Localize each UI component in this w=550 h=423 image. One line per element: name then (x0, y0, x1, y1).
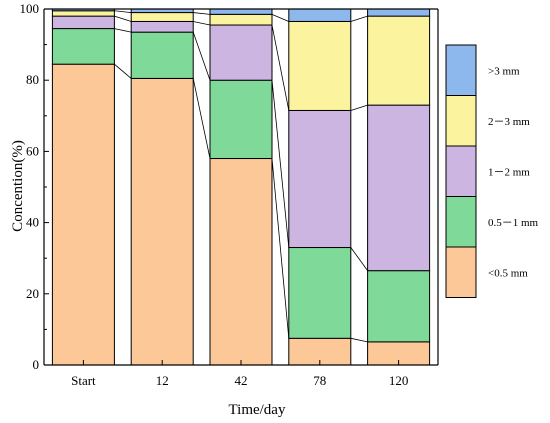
legend-swatch-3 (445, 145, 477, 197)
bar-segment-4-3 (209, 13, 273, 26)
x-tick-label: Start (71, 373, 96, 388)
bar-segment-2-3 (209, 79, 273, 160)
x-tick-label: 12 (156, 373, 169, 388)
bar-segment-3-5 (367, 104, 431, 272)
x-tick-labels: Start 12 42 78 120 (71, 373, 408, 388)
bar-segment-2-1 (51, 28, 115, 65)
y-axis-label: Concention(%) (10, 140, 26, 232)
axes-group (43, 8, 439, 366)
connector-line (271, 13, 289, 22)
connector-line (193, 21, 211, 26)
bar-segment-4-2 (130, 12, 194, 22)
connector-lines (114, 8, 368, 343)
legend-swatch-4 (445, 95, 477, 147)
connector-line (350, 337, 368, 343)
connector-line (114, 28, 132, 33)
legend-label-5: >3 mm (488, 65, 520, 77)
connector-line (114, 15, 132, 22)
bar-segment-5-5 (367, 8, 431, 17)
connector-line (114, 10, 132, 13)
connector-line (271, 158, 290, 339)
x-tick-label: 120 (389, 373, 409, 388)
legend-label-1: <0.5 mm (488, 267, 528, 279)
legend-swatch-5 (445, 44, 477, 96)
bar-segment-4-5 (367, 15, 431, 106)
y-tick-label: 20 (26, 286, 39, 301)
legend-label-2: 0.5－1 mm (488, 217, 539, 229)
connector-line (192, 78, 211, 159)
bar-segment-1-1 (51, 63, 115, 366)
bar-segment-3-1 (51, 15, 115, 30)
bar-segment-2-4 (288, 247, 352, 339)
bar-segment-4-1 (51, 10, 115, 17)
x-tick-label: 42 (235, 373, 248, 388)
y-tick-label: 60 (26, 143, 39, 158)
bar-segment-5-3 (209, 8, 273, 15)
bar-segment-1-2 (130, 77, 194, 366)
connector-line (350, 104, 368, 111)
y-tick-label: 40 (26, 215, 39, 230)
x-axis-label: Time/day (229, 402, 286, 418)
connector-line (350, 247, 368, 271)
bar-segment-3-3 (209, 24, 273, 81)
legend-label-4: 2－3 mm (488, 116, 530, 128)
y-tick-label: 100 (20, 1, 40, 16)
connector-line (271, 24, 290, 111)
x-tick-label: 78 (313, 373, 326, 388)
y-tick-label: 0 (33, 357, 40, 372)
connector-line (271, 80, 290, 248)
y-tick-label: 80 (26, 72, 39, 87)
bar-segment-1-3 (209, 158, 273, 366)
bar-segment-2-5 (367, 270, 431, 343)
y-tick-labels: 0 20 40 60 80 100 (20, 1, 40, 372)
bar-segment-3-4 (288, 109, 352, 249)
connector-line (193, 12, 211, 15)
bar-segment-4-4 (288, 20, 352, 111)
legend: >3 mm 2－3 mm 1－2 mm 0.5－1 mm <0.5 mm (445, 44, 539, 298)
bars-group (51, 8, 431, 366)
legend-swatch-1 (445, 246, 477, 298)
bar-segment-5-4 (288, 8, 352, 22)
bar-segment-2-2 (130, 31, 194, 79)
connector-line (192, 32, 211, 81)
legend-swatch-2 (445, 196, 477, 248)
connector-line (114, 63, 132, 79)
bar-segment-3-2 (130, 20, 194, 33)
connector-line (350, 15, 368, 22)
legend-label-3: 1－2 mm (488, 166, 530, 178)
